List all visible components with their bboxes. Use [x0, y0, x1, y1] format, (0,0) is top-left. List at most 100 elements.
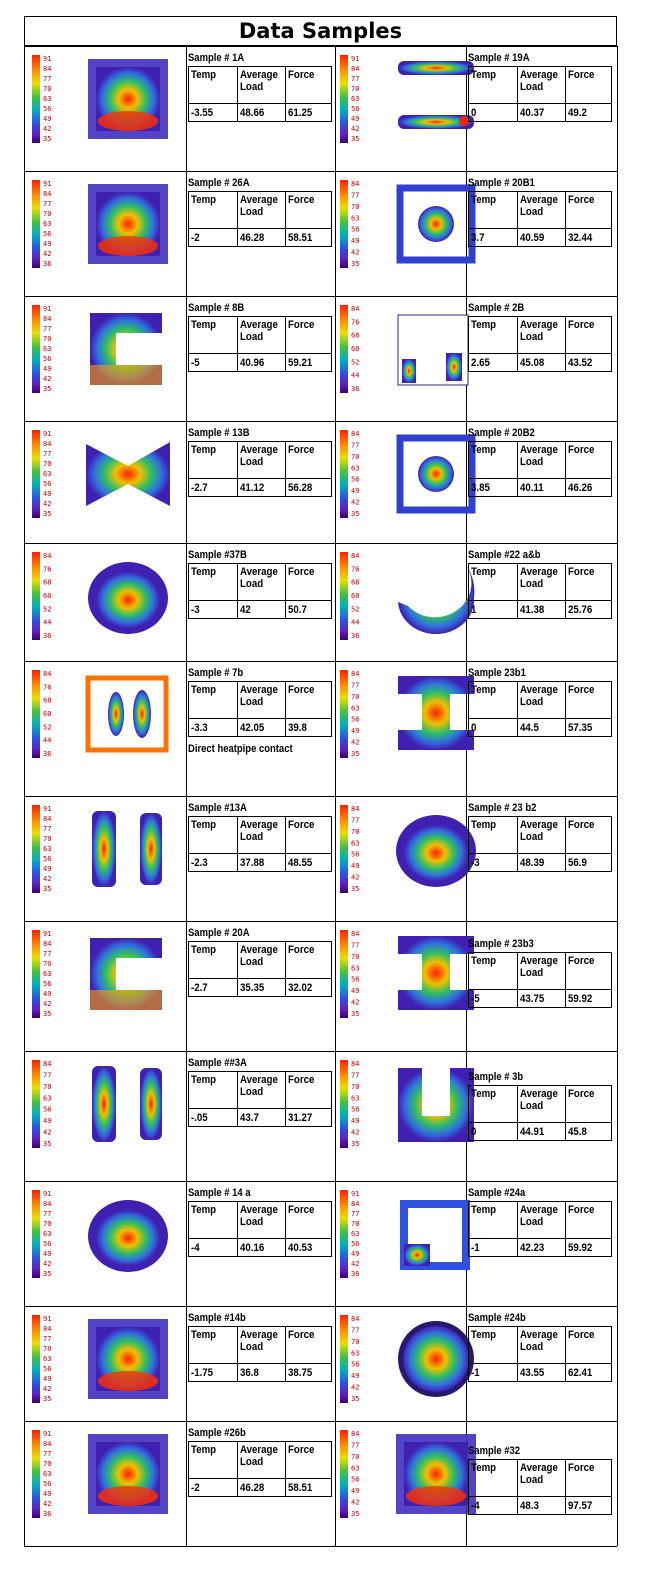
force-value: 59.92 — [566, 1238, 612, 1257]
scale-tick-label: 36 — [43, 750, 51, 758]
color-scale-bar — [340, 1060, 348, 1148]
pressure-map — [397, 314, 469, 386]
scale-tick-label: 70 — [43, 1345, 51, 1353]
column-header-temp: Temp — [189, 67, 238, 103]
scale-tick-label: 68 — [43, 579, 51, 587]
average-load-value: 40.96 — [238, 353, 286, 372]
column-header-force-text: Force — [288, 444, 315, 456]
column-header-average-load-text: Average Load — [240, 566, 278, 590]
pressure-map — [88, 184, 168, 264]
scale-tick-label: 52 — [43, 723, 51, 731]
average-load-value-text: 40.59 — [520, 232, 545, 244]
column-header-average-load-text: Average Load — [240, 1204, 278, 1228]
column-header-force-text: Force — [568, 1088, 595, 1100]
force-value: 59.92 — [566, 989, 612, 1008]
sample-label: Sample #24b — [468, 1312, 526, 1324]
scale-tick-label: 70 — [351, 1338, 359, 1346]
scale-tick-label: 49 — [351, 115, 359, 123]
average-load-value: 42.23 — [518, 1238, 566, 1257]
average-load-value-text: 48.39 — [520, 857, 545, 869]
pressure-map — [88, 59, 168, 139]
sample-table: Temp Average Load Force 0 40.37 49.2 — [468, 66, 612, 122]
average-load-value-text: 37.88 — [240, 857, 265, 869]
average-load-value: 48.3 — [518, 1496, 566, 1515]
scale-tick-label: 70 — [43, 335, 51, 343]
column-header-force: Force — [286, 1442, 332, 1478]
scale-tick-label: 42 — [351, 125, 359, 133]
column-header-average-load: Average Load — [238, 817, 286, 853]
scale-tick-label: 70 — [351, 1083, 359, 1091]
sample-label: Sample # 1A — [188, 52, 245, 64]
scale-tick-label: 77 — [351, 441, 359, 449]
heatmap-image: 84 76 68 60 52 44 36 — [30, 664, 176, 764]
scale-tick-label: 70 — [43, 1220, 51, 1228]
scale-tick-label: 56 — [351, 105, 359, 113]
scale-tick-label: 49 — [43, 1117, 51, 1125]
scale-tick-label: 70 — [351, 203, 359, 211]
average-load-value-text: 40.16 — [240, 1242, 265, 1254]
heatmap-image: 84 77 70 63 56 49 42 35 — [338, 424, 484, 524]
scale-tick-label: 42 — [351, 874, 359, 882]
average-load-value: 43.7 — [238, 1108, 286, 1127]
scale-tick-label: 42 — [351, 1499, 359, 1507]
column-header-force: Force — [566, 1327, 612, 1363]
column-header-average-load-text: Average Load — [240, 819, 278, 843]
pressure-map — [88, 1319, 168, 1399]
heatmap-image: 84 76 68 60 52 44 36 — [338, 299, 484, 399]
heatmap-image: 91 84 77 70 63 56 49 42 35 — [30, 424, 176, 524]
column-header-average-load: Average Load — [518, 317, 566, 353]
temp-value: -4 — [189, 1238, 238, 1257]
pressure-map — [398, 1321, 474, 1397]
column-header-average-load: Average Load — [238, 564, 286, 600]
scale-tick-label: 56 — [43, 1365, 51, 1373]
temp-value-text: -3.55 — [191, 107, 214, 119]
scale-tick-label: 91 — [351, 1190, 359, 1198]
column-header-force-text: Force — [568, 319, 595, 331]
average-load-value: 41.38 — [518, 600, 566, 619]
scale-tick-label: 84 — [43, 815, 51, 823]
scale-tick-label: 63 — [43, 1094, 51, 1102]
column-header-force: Force — [566, 564, 612, 600]
scale-tick-label: 77 — [351, 1441, 359, 1449]
scale-tick-label: 35 — [43, 1010, 51, 1018]
column-header-force-text: Force — [568, 194, 595, 206]
scale-tick-label: 35 — [351, 135, 359, 143]
column-header-force: Force — [566, 953, 612, 989]
force-value: 56.9 — [566, 853, 612, 872]
heatmap-image: 84 77 70 63 56 49 42 35 — [338, 664, 484, 764]
scale-tick-label: 77 — [351, 191, 359, 199]
scale-tick-label: 44 — [351, 372, 359, 380]
scale-tick-label: 91 — [43, 430, 51, 438]
scale-tick-label: 76 — [351, 318, 359, 326]
average-load-value: 46.28 — [238, 228, 286, 247]
color-scale-bar — [32, 430, 40, 518]
scale-tick-label: 52 — [351, 358, 359, 366]
scale-tick-label: 63 — [351, 214, 359, 222]
force-value-text: 59.92 — [568, 1242, 593, 1254]
column-header-temp: Temp — [469, 1086, 518, 1122]
sample-table: Temp Average Load Force -5 43.75 59.92 — [468, 952, 612, 1008]
color-scale-bar — [32, 55, 40, 143]
force-value-text: 25.76 — [568, 604, 593, 616]
scale-tick-label: 84 — [43, 440, 51, 448]
scale-tick-label: 56 — [43, 480, 51, 488]
column-header-average-load: Average Load — [518, 1202, 566, 1238]
heatmap-image: 84 77 70 63 56 49 42 35 — [338, 174, 484, 274]
pressure-map — [396, 434, 476, 514]
scale-tick-label: 63 — [351, 704, 359, 712]
scale-tick-label: 49 — [43, 365, 51, 373]
scale-tick-label: 49 — [351, 487, 359, 495]
column-header-temp-text: Temp — [191, 1329, 217, 1341]
scale-tick-label: 63 — [43, 470, 51, 478]
temp-value-text: 3.7 — [471, 232, 485, 244]
scale-tick-label: 56 — [43, 355, 51, 363]
scale-tick-label: 70 — [351, 693, 359, 701]
scale-tick-label: 35 — [351, 510, 359, 518]
column-header-force: Force — [286, 192, 332, 228]
scale-tick-label: 44 — [43, 737, 51, 745]
scale-tick-label: 56 — [351, 1476, 359, 1484]
scale-tick-label: 42 — [351, 1384, 359, 1392]
column-header-temp-text: Temp — [191, 944, 217, 956]
force-value-text: 61.25 — [288, 107, 313, 119]
scale-tick-label: 63 — [351, 464, 359, 472]
